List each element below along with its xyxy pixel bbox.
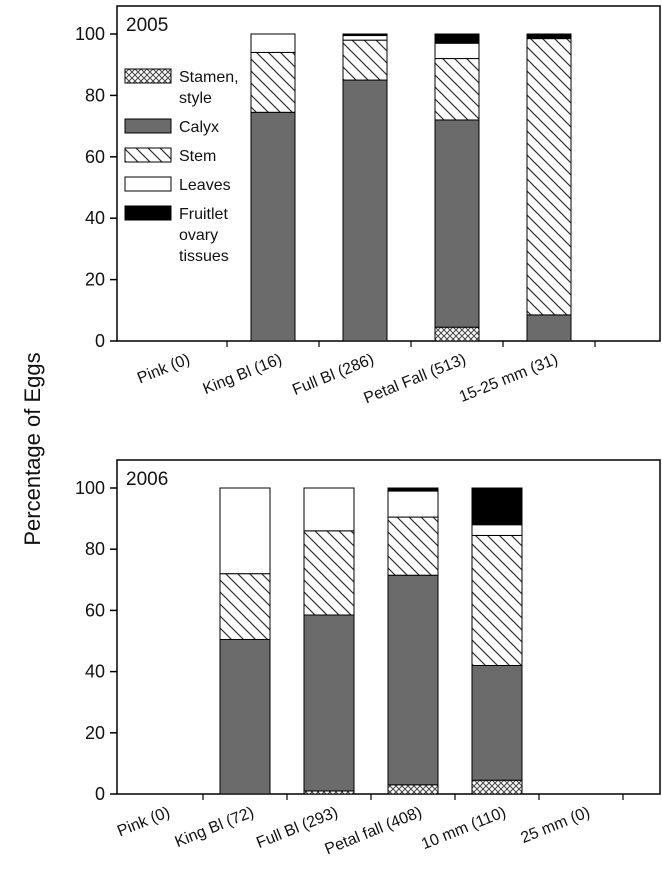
y-tick-label: 100 bbox=[75, 24, 105, 44]
bar-segment-leaves bbox=[250, 33, 296, 53]
x-tick-label: King Bl (16) bbox=[201, 351, 285, 398]
bar-segment-leaves bbox=[303, 487, 355, 532]
y-tick-label: 40 bbox=[85, 662, 105, 682]
x-tick-label: 15-25 mm (31) bbox=[457, 351, 561, 406]
legend-swatch-fruitlet bbox=[124, 205, 172, 221]
bar-segment-calyx bbox=[434, 119, 480, 328]
y-tick-label: 40 bbox=[85, 208, 105, 228]
legend-label-leaves: Leaves bbox=[179, 177, 231, 194]
bar-segment-calyx bbox=[250, 111, 296, 342]
panel-year-label: 2006 bbox=[126, 469, 168, 490]
y-tick-label: 80 bbox=[85, 539, 105, 559]
bar-segment-stem bbox=[434, 58, 480, 121]
bar-segment-fruitlet bbox=[434, 33, 480, 44]
bar-segment-calyx bbox=[219, 638, 271, 795]
y-tick-label: 100 bbox=[75, 478, 105, 498]
bar-segment-stamen bbox=[471, 779, 523, 795]
x-tick-label: Petal fall (408) bbox=[322, 804, 424, 858]
bar-segment-stem bbox=[219, 573, 271, 640]
legend-label-fruitlet: Fruitlet bbox=[179, 206, 228, 223]
legend-label-stamen: Stamen, bbox=[179, 69, 239, 86]
bar-segment-stem bbox=[471, 534, 523, 666]
bar-segment-stem bbox=[526, 38, 572, 316]
legend-label-calyx: Calyx bbox=[179, 119, 219, 136]
y-tick-label: 0 bbox=[95, 784, 105, 804]
legend: Stamen, style Calyx Stem Leaves Fruitlet ovary… bbox=[124, 68, 239, 265]
bar-segment-stem bbox=[303, 530, 355, 616]
bar-segment-fruitlet bbox=[342, 33, 388, 37]
x-tick-label: Pink (0) bbox=[115, 804, 172, 840]
legend-label-fruitlet: tissues bbox=[179, 248, 229, 265]
bar-segment-calyx bbox=[303, 614, 355, 792]
y-tick-label: 20 bbox=[85, 270, 105, 290]
x-tick-label: 25 mm (0) bbox=[519, 804, 593, 847]
bar-segment-calyx bbox=[342, 79, 388, 342]
bar-segment-stem bbox=[387, 516, 439, 576]
bar-segment-stamen bbox=[434, 326, 480, 342]
x-tick-label: Petal Fall (513) bbox=[362, 351, 469, 407]
plot-frame bbox=[116, 5, 661, 342]
legend-swatch-leaves bbox=[124, 176, 172, 192]
bar-segment-fruitlet bbox=[387, 487, 439, 492]
bar-segment-stamen bbox=[387, 784, 439, 795]
bar-segment-stem bbox=[342, 39, 388, 81]
bar-segment-fruitlet bbox=[526, 33, 572, 40]
bar-segment-leaves bbox=[387, 490, 439, 518]
bar-segment-fruitlet bbox=[471, 487, 523, 526]
legend-label-stem: Stem bbox=[179, 148, 216, 165]
bar-segment-calyx bbox=[526, 314, 572, 342]
x-tick-label: King Bl (72) bbox=[173, 804, 257, 851]
bar-segment-leaves bbox=[342, 35, 388, 41]
legend-swatch-stem bbox=[124, 147, 172, 163]
y-axis-label: Percentage of Eggs bbox=[20, 352, 45, 545]
bar-segment-calyx bbox=[471, 664, 523, 781]
bar-segment-stem bbox=[250, 51, 296, 113]
bar-segment-leaves bbox=[471, 524, 523, 536]
y-tick-label: 20 bbox=[85, 723, 105, 743]
y-tick-label: 60 bbox=[85, 600, 105, 620]
bar-segment-calyx bbox=[387, 574, 439, 786]
legend-swatch-stamen bbox=[124, 68, 172, 84]
legend-label-stamen: style bbox=[179, 90, 212, 107]
legend-swatch-calyx bbox=[124, 118, 172, 134]
legend-label-fruitlet: ovary bbox=[179, 227, 218, 244]
panel-year-label: 2005 bbox=[126, 15, 168, 36]
bar-segment-leaves bbox=[219, 487, 271, 575]
x-tick-label: Pink (0) bbox=[135, 351, 192, 387]
y-tick-label: 80 bbox=[85, 85, 105, 105]
y-tick-label: 60 bbox=[85, 147, 105, 167]
y-tick-label: 0 bbox=[95, 331, 105, 351]
bar-segment-leaves bbox=[434, 42, 480, 60]
x-tick-label: 10 mm (110) bbox=[419, 804, 508, 853]
